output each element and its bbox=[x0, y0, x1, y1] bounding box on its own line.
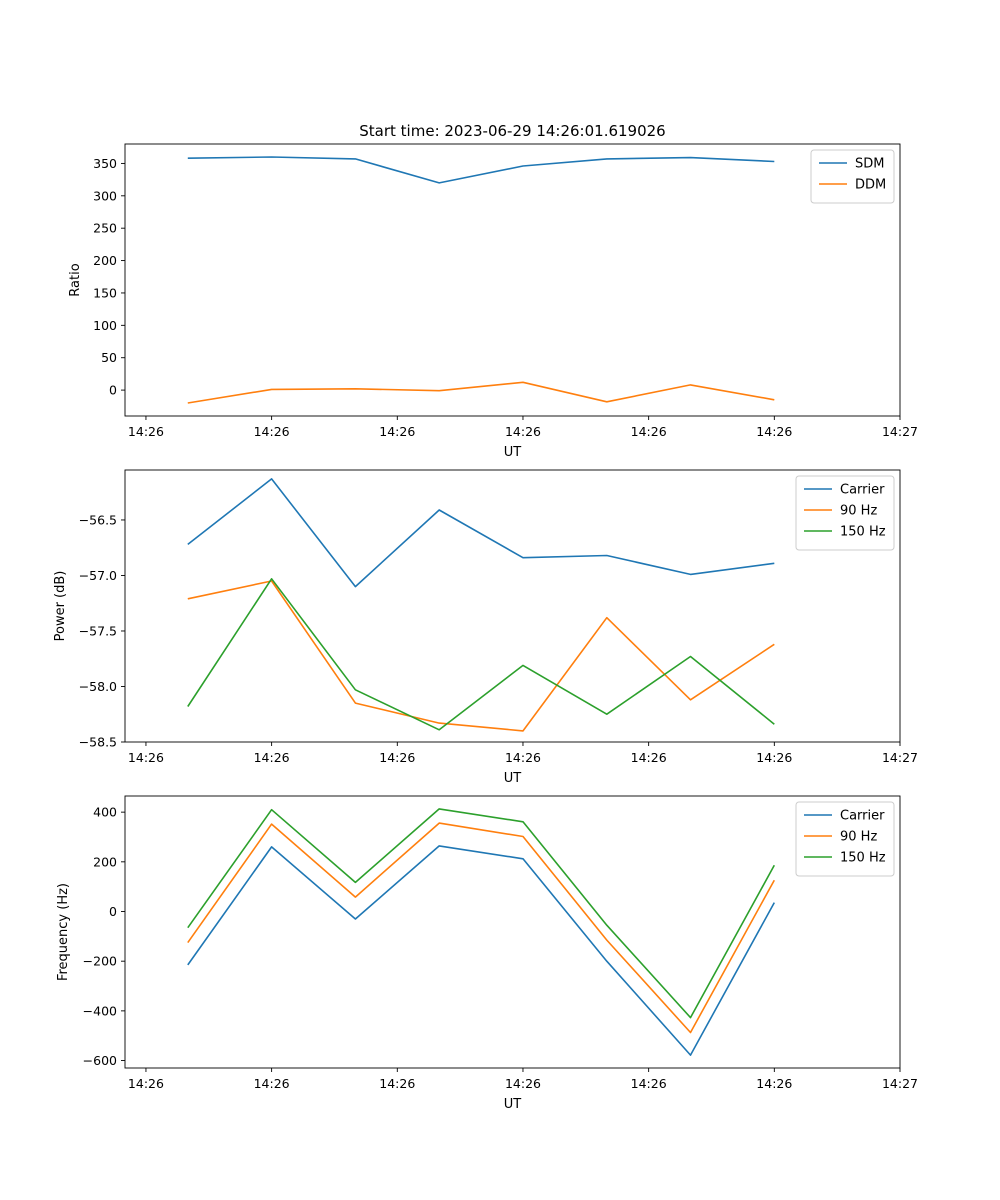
x-tick-label: 14:26 bbox=[128, 750, 164, 765]
legend-label: SDM bbox=[855, 157, 884, 172]
x-tick-label: 14:26 bbox=[254, 1076, 290, 1091]
x-tick-label: 14:26 bbox=[505, 750, 541, 765]
series-line-150-hz bbox=[187, 577, 775, 731]
legend-label: Carrier bbox=[840, 483, 885, 498]
series-line-sdm bbox=[187, 156, 775, 184]
y-tick-label: 0 bbox=[109, 904, 117, 919]
y-tick-label: −200 bbox=[83, 954, 117, 969]
y-tick-label: −58.0 bbox=[79, 679, 117, 694]
y-tick-label: −57.0 bbox=[79, 568, 117, 583]
series-line-90-hz bbox=[187, 580, 775, 732]
x-tick-label: 14:26 bbox=[756, 750, 792, 765]
series-line-150-hz bbox=[187, 808, 776, 1019]
x-tick-label: 14:27 bbox=[882, 750, 918, 765]
series-line-ddm bbox=[187, 381, 775, 404]
x-tick-label: 14:26 bbox=[505, 424, 541, 439]
y-axis-label: Ratio bbox=[68, 263, 83, 296]
x-axis-label: UT bbox=[504, 1097, 522, 1112]
panel-3: 14:26 14:26 14:26 14:26 14:26 14:26 14:27 −600 −… bbox=[56, 795, 918, 1112]
figure-title: Start time: 2023-06-29 14:26:01.619026 bbox=[359, 122, 665, 140]
x-tick-label: 14:26 bbox=[379, 750, 415, 765]
axes-frame bbox=[124, 143, 901, 417]
x-tick-label: 14:27 bbox=[882, 1076, 918, 1091]
axes-frame bbox=[124, 795, 901, 1069]
x-tick-label: 14:26 bbox=[505, 1076, 541, 1091]
legend: Carrier 90 Hz 150 Hz bbox=[795, 475, 895, 551]
series-line-carrier bbox=[187, 845, 776, 1056]
x-tick-label: 14:26 bbox=[254, 750, 290, 765]
legend-label: 150 Hz bbox=[840, 851, 886, 866]
legend-label: Carrier bbox=[840, 809, 885, 824]
y-tick-label: 200 bbox=[93, 253, 117, 268]
legend: Carrier 90 Hz 150 Hz bbox=[795, 801, 895, 877]
panel-1: 14:26 14:26 14:26 14:26 14:26 14:26 14:27 0 50 10… bbox=[68, 143, 918, 460]
x-tick-label: 14:26 bbox=[254, 424, 290, 439]
legend: SDM DDM bbox=[810, 149, 895, 204]
y-tick-label: −400 bbox=[83, 1003, 117, 1018]
y-tick-label: 350 bbox=[93, 156, 117, 171]
panel-2: 14:26 14:26 14:26 14:26 14:26 14:26 14:27 −58.5… bbox=[53, 469, 918, 786]
legend-label: 90 Hz bbox=[840, 504, 877, 519]
series-line-carrier bbox=[187, 478, 775, 588]
y-tick-label: 100 bbox=[93, 318, 117, 333]
x-tick-label: 14:26 bbox=[756, 1076, 792, 1091]
x-tick-label: 14:26 bbox=[631, 424, 667, 439]
x-tick-label: 14:26 bbox=[631, 750, 667, 765]
axes-frame bbox=[124, 469, 901, 743]
x-tick-label: 14:27 bbox=[882, 424, 918, 439]
legend-label: DDM bbox=[855, 178, 886, 193]
x-tick-label: 14:26 bbox=[128, 1076, 164, 1091]
y-tick-label: 400 bbox=[93, 805, 117, 820]
legend-label: 90 Hz bbox=[840, 830, 877, 845]
series-line-90-hz bbox=[187, 822, 776, 1034]
y-tick-label: 250 bbox=[93, 221, 117, 236]
legend-label: 150 Hz bbox=[840, 525, 886, 540]
x-tick-label: 14:26 bbox=[631, 1076, 667, 1091]
x-axis-label: UT bbox=[504, 771, 522, 786]
y-tick-label: 200 bbox=[93, 854, 117, 869]
y-tick-label: −600 bbox=[83, 1053, 117, 1068]
y-tick-label: 50 bbox=[101, 350, 117, 365]
x-tick-label: 14:26 bbox=[379, 1076, 415, 1091]
y-tick-label: 0 bbox=[109, 383, 117, 398]
x-axis-label: UT bbox=[504, 445, 522, 460]
x-tick-label: 14:26 bbox=[379, 424, 415, 439]
y-axis-label: Power (dB) bbox=[53, 571, 68, 642]
y-tick-label: 150 bbox=[93, 285, 117, 300]
y-axis-label: Frequency (Hz) bbox=[56, 883, 71, 981]
y-tick-label: 300 bbox=[93, 188, 117, 203]
x-tick-label: 14:26 bbox=[128, 424, 164, 439]
y-tick-label: −58.5 bbox=[79, 735, 117, 750]
x-tick-label: 14:26 bbox=[756, 424, 792, 439]
y-tick-label: −56.5 bbox=[79, 512, 117, 527]
y-tick-label: −57.5 bbox=[79, 623, 117, 638]
